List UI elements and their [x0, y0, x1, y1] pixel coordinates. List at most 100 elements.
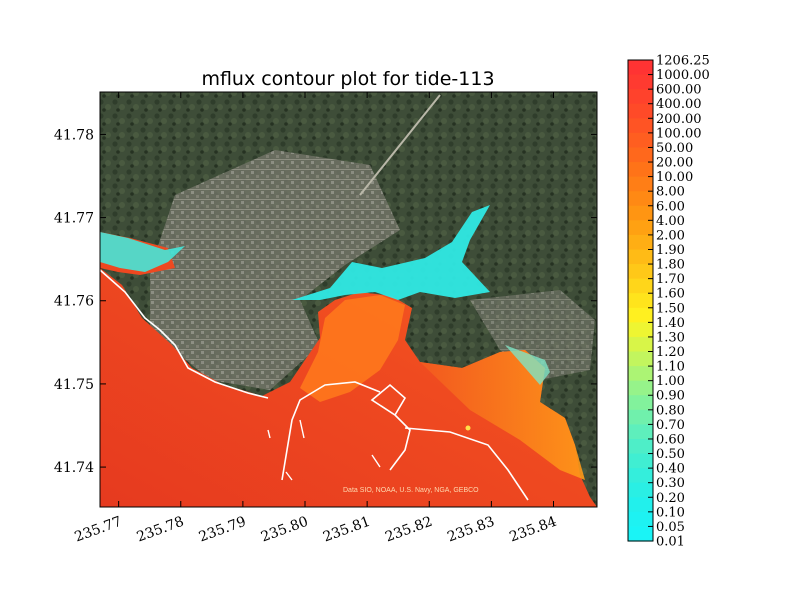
colorbar-label: 1206.25 — [656, 54, 710, 69]
y-tick-label: 41.77 — [54, 211, 94, 227]
colorbar-segment — [628, 103, 653, 119]
colorbar-label: 0.70 — [656, 418, 685, 433]
colorbar-segment — [628, 89, 653, 105]
colorbar-segment — [628, 147, 653, 163]
colorbar-segment — [628, 453, 653, 469]
colorbar-segment — [628, 468, 653, 484]
colorbar-segment — [628, 322, 653, 338]
colorbar-label: 1.50 — [656, 301, 685, 316]
colorbar-label: 50.00 — [656, 141, 693, 156]
colorbar-label: 1.90 — [656, 243, 685, 258]
colorbar-label: 1.30 — [656, 330, 685, 345]
colorbar-frame — [627, 59, 654, 542]
colorbar-segment — [628, 264, 653, 280]
y-tick-label: 41.78 — [54, 127, 94, 143]
jetty-main — [281, 381, 381, 481]
x-tick-label: 235.83 — [445, 514, 497, 546]
rock-marker — [465, 425, 471, 431]
colorbar-segment — [628, 293, 653, 309]
colorbar-segment — [628, 176, 653, 192]
colorbar-label: 0.90 — [656, 389, 685, 404]
colorbar-segment — [628, 249, 653, 265]
plot-area: Data SIO, NOAA, U.S. Navy, NGA, GEBCO — [100, 92, 597, 507]
colorbar-segment — [628, 220, 653, 236]
colorbar-label: 400.00 — [656, 97, 702, 112]
colorbar-segment — [628, 74, 653, 90]
colorbar-label: 1.00 — [656, 374, 685, 389]
x-tick-label: 235.77 — [72, 514, 124, 546]
contour-channel — [300, 295, 405, 402]
colorbar-label: 0.20 — [656, 491, 685, 506]
jetty-east — [370, 383, 411, 471]
contour-east-shallow — [420, 350, 585, 480]
colorbar-segment — [628, 336, 653, 353]
colorbar-label: 1.60 — [656, 287, 685, 302]
colorbar-label: 0.60 — [656, 432, 685, 447]
colorbar-segment — [628, 409, 653, 425]
colorbar-segment — [628, 132, 653, 149]
basemap-town-east — [470, 290, 595, 380]
map-credit: Data SIO, NOAA, U.S. Navy, NGA, GEBCO — [343, 487, 479, 494]
y-axis: 41.74 41.75 41.76 41.77 41.78 — [54, 127, 597, 476]
x-tick-label: 235.81 — [321, 514, 373, 546]
colorbar-label: 0.10 — [656, 505, 685, 520]
colorbar-label: 100.00 — [656, 126, 702, 141]
colorbar-label: 600.00 — [656, 83, 702, 98]
x-tick-label: 235.84 — [507, 514, 559, 546]
y-tick-label: 41.74 — [54, 460, 94, 476]
basemap-road — [359, 94, 441, 196]
colorbar-segment — [628, 162, 653, 178]
colorbar-segment — [628, 366, 653, 382]
x-tick-label: 235.78 — [135, 514, 187, 546]
colorbar-label: 1.40 — [656, 316, 685, 331]
basemap-town — [150, 150, 400, 390]
colorbar-segment — [628, 278, 653, 294]
colorbar-label: 0.40 — [656, 462, 685, 477]
colorbar-label: 1.80 — [656, 258, 685, 273]
colorbar-segment — [628, 511, 653, 528]
colorbar-label: 0.01 — [656, 535, 685, 550]
colorbar-segment — [628, 307, 653, 323]
colorbar-label: 200.00 — [656, 112, 702, 127]
colorbar: 1206.251000.00600.00400.00200.00100.0050… — [627, 54, 710, 550]
colorbar-label: 1000.00 — [656, 68, 710, 83]
colorbar-label: 0.05 — [656, 520, 685, 535]
colorbar-segment — [628, 234, 653, 251]
colorbar-label: 20.00 — [656, 156, 693, 171]
x-tick-label: 235.80 — [259, 514, 311, 546]
colorbar-segment — [628, 438, 653, 455]
colorbar-label: 0.80 — [656, 403, 685, 418]
depth-contour — [404, 427, 529, 501]
colorbar-segment — [628, 395, 653, 411]
colorbar-label: 10.00 — [656, 170, 693, 185]
contour-north-band — [100, 232, 185, 272]
colorbar-segment — [628, 526, 653, 542]
jetty-stubs — [267, 419, 381, 481]
contour-tidal-flat — [292, 205, 490, 300]
y-tick-label: 41.75 — [54, 377, 94, 393]
x-tick-label: 235.79 — [197, 514, 249, 546]
colorbar-segment — [628, 380, 653, 396]
colorbar-label: 8.00 — [656, 185, 685, 200]
colorbar-segment — [628, 60, 653, 76]
colorbar-label: 0.50 — [656, 447, 685, 462]
colorbar-label: 1.20 — [656, 345, 685, 360]
colorbar-label: 6.00 — [656, 199, 685, 214]
colorbar-label: 1.10 — [656, 360, 685, 375]
colorbar-label: 1.70 — [656, 272, 685, 287]
contour-east-edge — [505, 345, 550, 385]
colorbar-segment — [628, 118, 653, 134]
colorbar-label: 4.00 — [656, 214, 685, 229]
chart-title: mflux contour plot for tide-113 — [201, 68, 494, 90]
colorbar-segment — [628, 191, 653, 207]
x-tick-label: 235.82 — [383, 514, 435, 546]
colorbar-label: 2.00 — [656, 228, 685, 243]
colorbar-label: 0.30 — [656, 476, 685, 491]
coastline-west — [100, 269, 269, 399]
colorbar-segment — [628, 497, 653, 513]
colorbar-segment — [628, 205, 653, 221]
colorbar-segment — [628, 351, 653, 367]
y-tick-label: 41.76 — [54, 294, 94, 310]
colorbar-segment — [628, 482, 653, 498]
